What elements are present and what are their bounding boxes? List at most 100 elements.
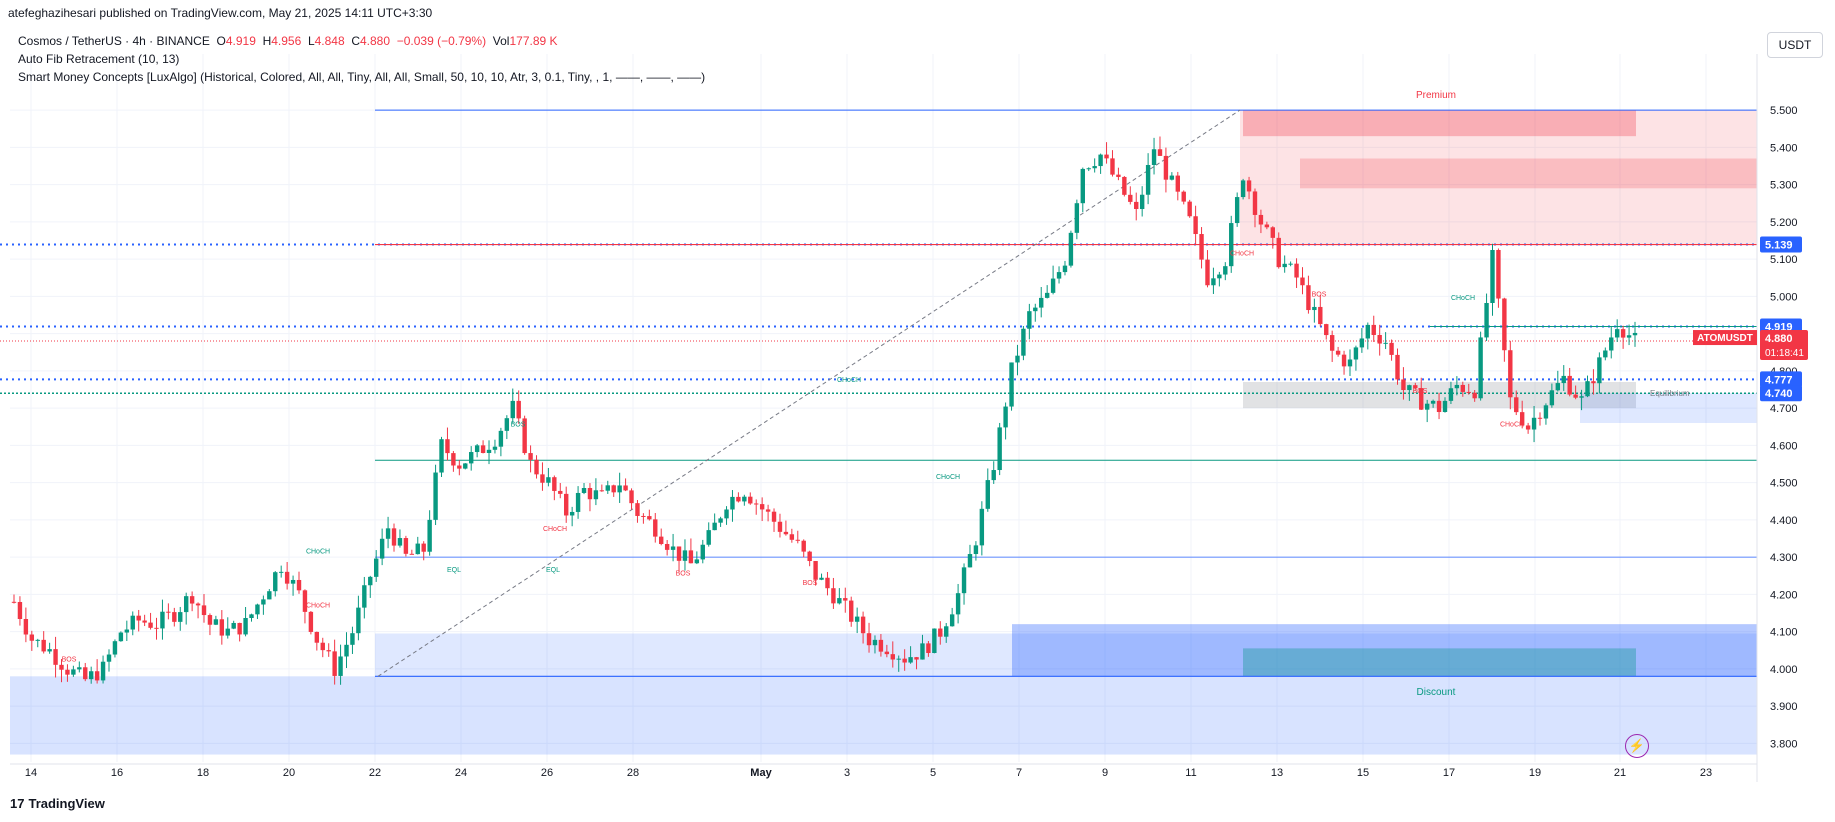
- candle-body: [1074, 203, 1080, 233]
- candle-body: [516, 400, 521, 419]
- candle-body: [219, 619, 225, 636]
- candle-body: [1021, 328, 1026, 356]
- y-tick-label: 3.800: [1770, 738, 1798, 750]
- candle-body: [1080, 168, 1085, 204]
- structure-label: BOS: [1312, 291, 1327, 298]
- candle-body: [1044, 292, 1050, 298]
- volume-value: 177.89 K: [509, 34, 558, 48]
- candle-body: [1567, 375, 1572, 395]
- candle-body: [949, 614, 955, 627]
- candle-body: [564, 493, 569, 516]
- order-block-bear: [1243, 110, 1636, 137]
- candle-body: [445, 439, 450, 454]
- candle-body: [676, 546, 682, 561]
- candle-body: [795, 539, 800, 541]
- candle-body: [421, 543, 426, 552]
- price-chart[interactable]: Premium Discount Equilibrium BOS CHoCH EQL BOS…: [0, 24, 1835, 784]
- structure-label: CHoCH: [1500, 422, 1524, 429]
- candle-body: [587, 488, 593, 500]
- candle-body: [1359, 338, 1365, 348]
- volume-label: Vol: [492, 34, 510, 48]
- y-tick-label: 4.500: [1770, 478, 1798, 490]
- candle-body: [1490, 249, 1495, 304]
- candle-body: [1389, 342, 1394, 355]
- candle-body: [379, 538, 385, 559]
- candle-body: [985, 480, 990, 509]
- high-value: 4.956: [271, 34, 302, 48]
- chart-frame[interactable]: Premium Discount Equilibrium BOS CHoCH EQL BOS…: [0, 24, 1835, 784]
- candle-body: [1217, 274, 1222, 279]
- candle-body: [1282, 263, 1287, 268]
- x-tick-label: 20: [283, 767, 295, 779]
- candle-body: [504, 418, 510, 431]
- change-value: −0.039 (−0.79%): [396, 34, 487, 48]
- candle-body: [1264, 224, 1270, 228]
- candle-body: [189, 596, 195, 604]
- candle-body: [1223, 266, 1228, 275]
- candle-body: [849, 600, 854, 622]
- symbol-title[interactable]: Cosmos / TetherUS · 4h · BINANCE: [18, 34, 210, 48]
- countdown-timer: 01:18:41: [1765, 348, 1804, 359]
- candle-body: [552, 477, 557, 491]
- candle-body: [1335, 350, 1341, 355]
- x-tick-label: 17: [1443, 767, 1455, 779]
- x-tick-label: 28: [627, 767, 639, 779]
- candle-body: [124, 629, 130, 633]
- tv-logo-icon: 17: [10, 796, 25, 811]
- candle-body: [1288, 263, 1293, 265]
- candle-body: [1246, 180, 1252, 192]
- high-label: H: [262, 34, 272, 48]
- candle-body: [807, 551, 812, 562]
- structure-label: CHoCH: [306, 548, 330, 555]
- y-tick-label: 5.000: [1770, 291, 1798, 303]
- price-tag: [1760, 371, 1802, 388]
- candle-body: [1472, 392, 1477, 399]
- candle-body: [670, 546, 676, 550]
- candle-body: [88, 671, 94, 680]
- candle-body: [439, 439, 444, 473]
- candle-body: [575, 492, 581, 512]
- candle-body: [973, 545, 979, 555]
- candles: [11, 136, 1638, 685]
- demand-zone: [375, 633, 1757, 677]
- candle-body: [1609, 337, 1614, 351]
- y-tick-label: 4.400: [1770, 515, 1798, 527]
- candle-body: [1365, 324, 1371, 339]
- y-tick-label: 5.200: [1770, 217, 1798, 229]
- candle-body: [860, 616, 866, 634]
- candle-body: [23, 618, 29, 635]
- symbol-legend[interactable]: Cosmos / TetherUS · 4h · BINANCE O4.919 …: [18, 34, 558, 48]
- currency-button[interactable]: USDT: [1767, 32, 1823, 58]
- candle-body: [997, 427, 1002, 471]
- candle-body: [1442, 400, 1448, 413]
- candle-body: [914, 657, 919, 660]
- open-value: 4.919: [225, 34, 256, 48]
- candle-body: [1240, 180, 1246, 198]
- y-tick-label: 4.600: [1770, 440, 1798, 452]
- candle-body: [825, 577, 830, 589]
- candle-body: [1632, 332, 1638, 336]
- candle-body: [1300, 277, 1305, 286]
- fib-indicator-legend[interactable]: Auto Fib Retracement (10, 13): [18, 52, 180, 66]
- candle-body: [801, 540, 806, 552]
- candle-body: [1502, 298, 1507, 351]
- x-tick-label: 21: [1614, 767, 1626, 779]
- candle-body: [926, 643, 931, 654]
- candle-body: [1098, 154, 1103, 167]
- candle-body: [1496, 249, 1501, 299]
- candle-body: [1151, 149, 1157, 165]
- candle-body: [599, 490, 605, 492]
- candle-body: [765, 509, 771, 512]
- candle-body: [1347, 359, 1353, 367]
- candle-body: [201, 605, 207, 616]
- candle-body: [1086, 168, 1091, 170]
- candle-body: [1234, 197, 1240, 224]
- candle-body: [11, 601, 17, 603]
- candle-body: [65, 669, 70, 675]
- lightning-icon[interactable]: ⚡: [1625, 734, 1649, 758]
- candle-body: [1056, 272, 1062, 279]
- smc-indicator-legend[interactable]: Smart Money Concepts [LuxAlgo] (Historic…: [18, 70, 706, 84]
- candle-body: [688, 550, 694, 564]
- candle-body: [308, 611, 314, 632]
- candle-body: [522, 418, 527, 454]
